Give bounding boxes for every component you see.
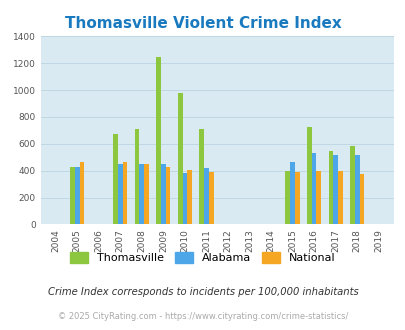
Text: Crime Index corresponds to incidents per 100,000 inhabitants: Crime Index corresponds to incidents per… [47, 287, 358, 297]
Bar [165, 167, 170, 224]
Bar [199, 129, 204, 224]
Bar [79, 162, 84, 224]
Bar [333, 154, 337, 224]
Bar [359, 174, 363, 224]
Bar [311, 153, 316, 224]
Bar [113, 134, 117, 224]
Bar [156, 57, 161, 224]
Bar [316, 171, 320, 224]
Bar [182, 173, 187, 224]
Bar [204, 168, 208, 224]
Text: Thomasville Violent Crime Index: Thomasville Violent Crime Index [64, 16, 341, 31]
Bar [349, 146, 354, 224]
Bar [177, 93, 182, 224]
Bar [285, 171, 290, 224]
Bar [337, 171, 342, 224]
Bar [122, 162, 127, 224]
Text: © 2025 CityRating.com - https://www.cityrating.com/crime-statistics/: © 2025 CityRating.com - https://www.city… [58, 312, 347, 321]
Bar [208, 172, 213, 224]
Bar [134, 129, 139, 224]
Bar [328, 150, 333, 224]
Bar [75, 167, 79, 224]
Bar [354, 154, 359, 224]
Bar [117, 164, 122, 224]
Legend: Thomasville, Alabama, National: Thomasville, Alabama, National [70, 252, 335, 263]
Bar [187, 170, 192, 224]
Bar [290, 162, 294, 224]
Bar [144, 164, 149, 224]
Bar [306, 127, 311, 224]
Bar [294, 172, 299, 224]
Bar [70, 167, 75, 224]
Bar [139, 164, 144, 224]
Bar [161, 164, 165, 224]
